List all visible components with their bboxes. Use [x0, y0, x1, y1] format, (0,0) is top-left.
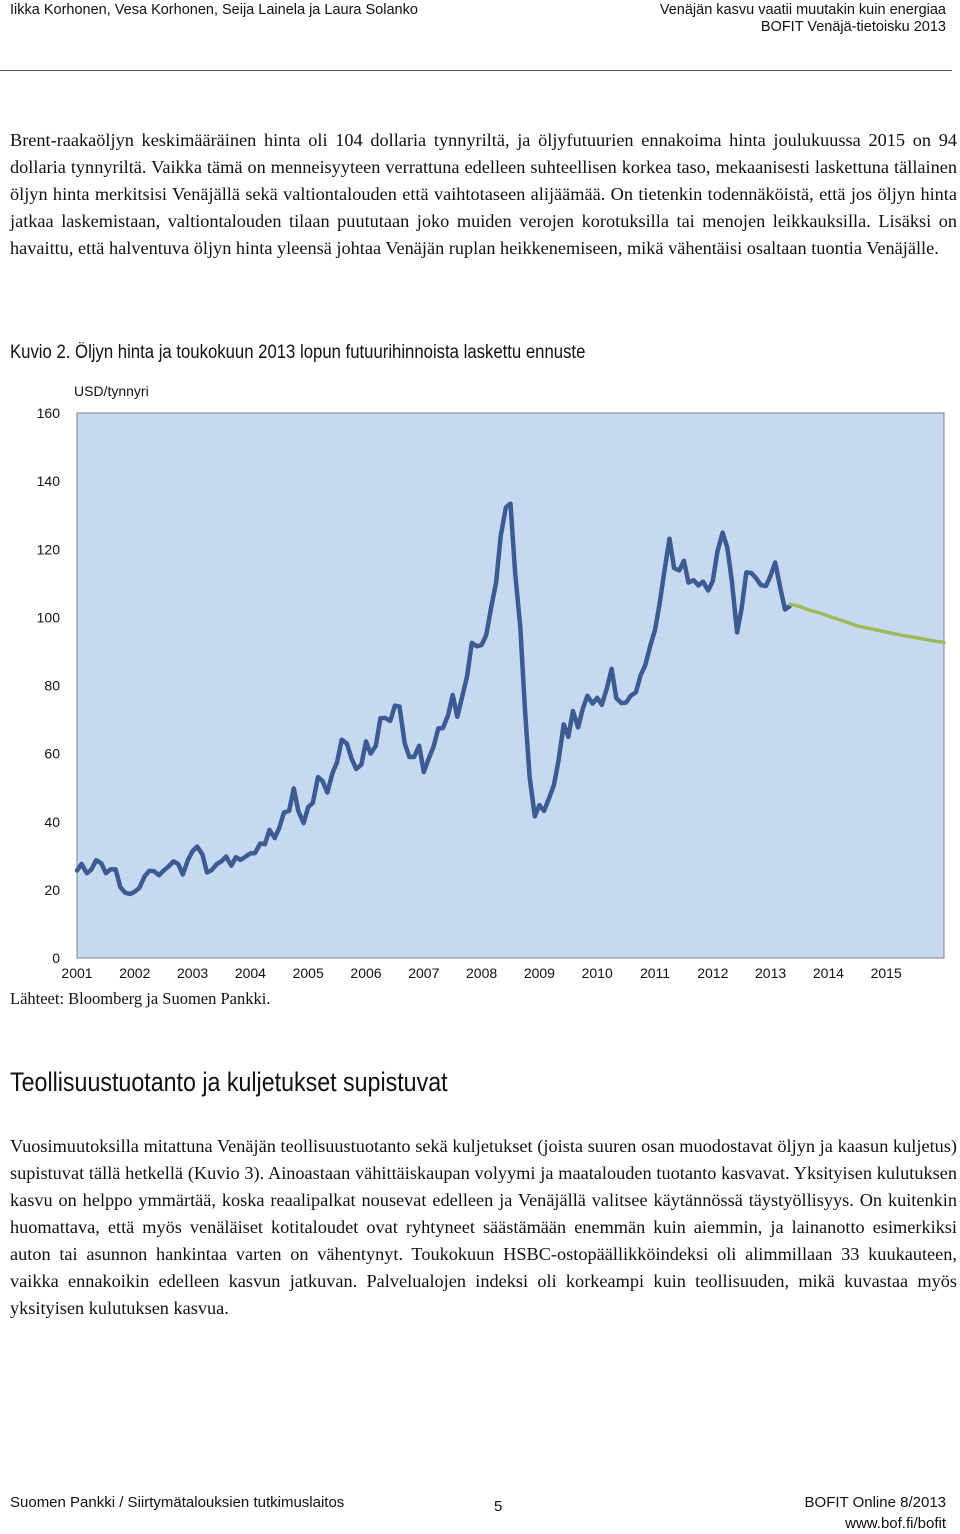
x-tick-label: 2004 — [235, 965, 266, 981]
header-report-title: Venäjän kasvu vaatii muutakin kuin energ… — [659, 2, 946, 18]
header-series: BOFIT Venäjä-tietoisku 2013 — [760, 19, 946, 35]
y-axis: 0 20 40 60 80 100 120 140 160 — [37, 405, 61, 966]
x-tick-label: 2012 — [697, 965, 728, 981]
x-tick-label: 2014 — [813, 965, 844, 981]
x-tick-label: 2008 — [466, 965, 497, 981]
footer-url: www.bof.fi/bofit — [845, 1515, 946, 1532]
series-layer — [74, 501, 946, 897]
oil-price-actual-line — [74, 501, 792, 897]
oil-price-forecast-line — [787, 602, 946, 645]
x-tick-label: 2015 — [871, 965, 902, 981]
footer-edition: BOFIT Online 8/2013 — [804, 1494, 946, 1511]
y-tick-label: 80 — [44, 678, 60, 694]
y-tick-label: 120 — [37, 541, 61, 557]
x-tick-label: 2011 — [640, 965, 670, 981]
y-tick-label: 140 — [37, 473, 61, 489]
page-number: 5 — [494, 1498, 503, 1515]
x-tick-label: 2009 — [524, 965, 555, 981]
x-tick-label: 2003 — [177, 965, 208, 981]
section-title: Teollisuustuotanto ja kuljetukset supist… — [10, 1067, 448, 1097]
figure-unit-label: USD/tynnyri — [74, 383, 149, 399]
figure-source: Lähteet: Bloomberg ja Suomen Pankki. — [10, 989, 271, 1008]
header-right: Venäjän kasvu vaatii muutakin kuin energ… — [660, 2, 946, 36]
plot-area — [76, 412, 945, 959]
x-axis: 2001 2002 2003 2004 2005 2006 2007 2008 2009 2010… — [61, 965, 902, 981]
y-tick-label: 160 — [37, 405, 61, 421]
figure-title: Kuvio 2. Öljyn hinta ja toukokuun 2013 l… — [10, 342, 586, 363]
header-divider — [0, 70, 952, 71]
x-tick-label: 2006 — [350, 965, 381, 981]
y-tick-label: 40 — [44, 814, 60, 830]
footer-publisher: Suomen Pankki / Siirtymätalouksien tutki… — [10, 1494, 345, 1511]
y-tick-label: 0 — [52, 950, 60, 966]
footer-right: BOFIT Online 8/2013 www.bof.fi/bofit — [805, 1492, 946, 1534]
paragraph-oil-price: Brent-raakaöljyn keskimääräinen hinta ol… — [10, 130, 957, 258]
x-tick-label: 2005 — [293, 965, 324, 981]
x-tick-label: 2001 — [61, 965, 92, 981]
x-tick-label: 2002 — [119, 965, 150, 981]
y-tick-label: 100 — [37, 609, 61, 625]
header-authors: Iikka Korhonen, Vesa Korhonen, Seija Lai… — [10, 2, 418, 18]
y-tick-label: 60 — [44, 746, 60, 762]
y-tick-label: 20 — [44, 882, 60, 898]
x-tick-label: 2010 — [582, 965, 613, 981]
x-tick-label: 2007 — [408, 965, 439, 981]
x-tick-label: 2013 — [755, 965, 786, 981]
paragraph-industry: Vuosimuutoksilla mitattuna Venäjän teoll… — [10, 1136, 957, 1318]
